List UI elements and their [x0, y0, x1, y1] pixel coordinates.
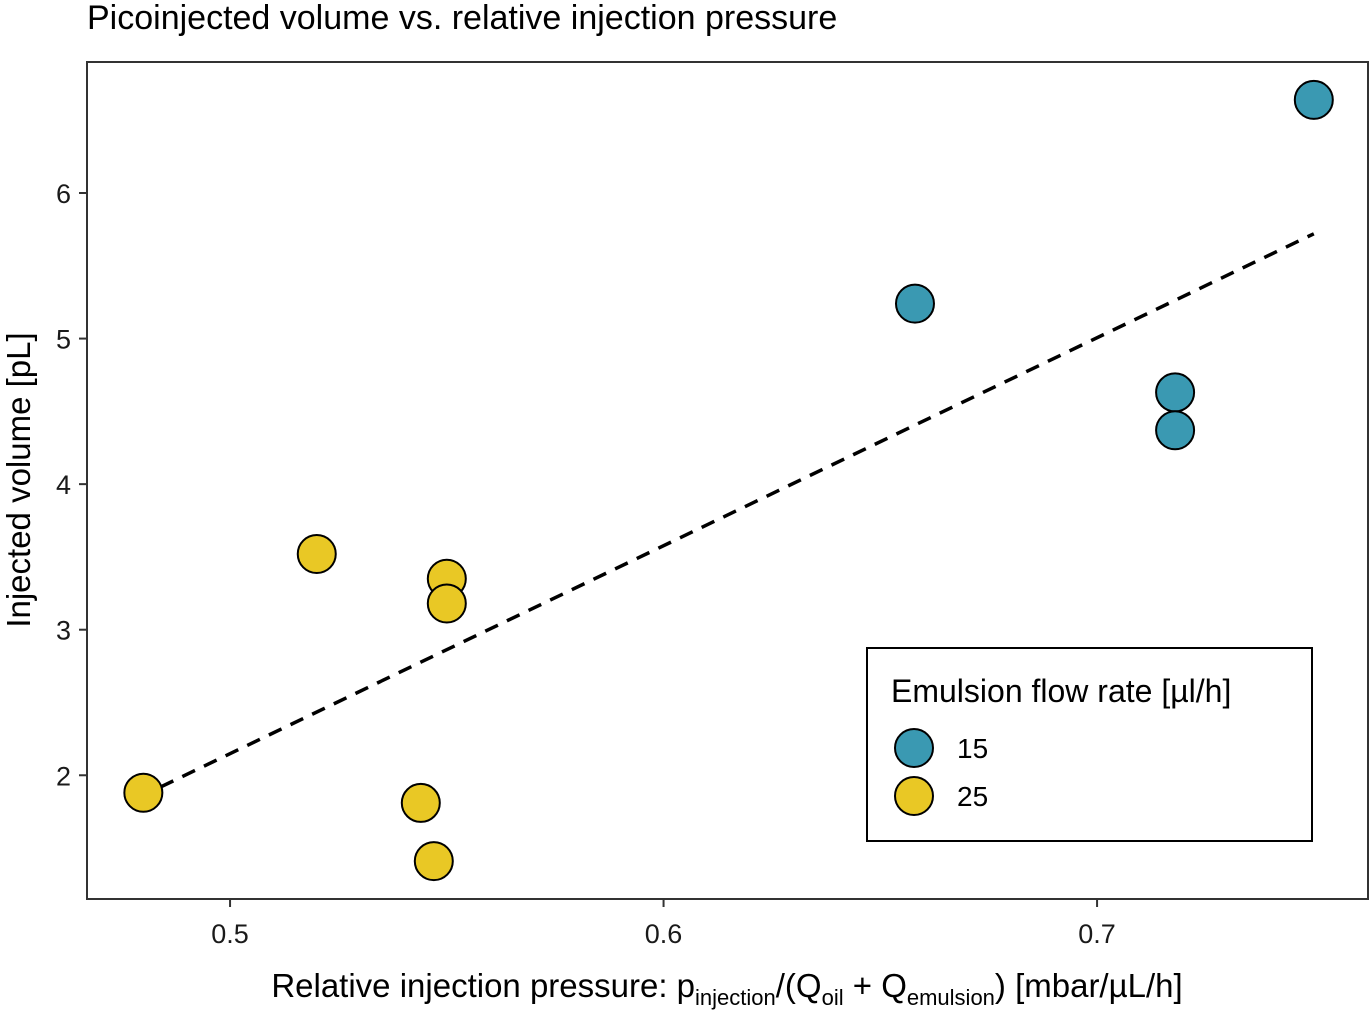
y-tick-label: 5 [56, 325, 71, 355]
y-tick-label: 6 [56, 179, 71, 209]
x-axis-title-sub-oil: oil [822, 985, 844, 1010]
data-point-series-25 [413, 841, 454, 882]
legend-key-15 [894, 728, 934, 768]
axis-layer: 0.5 0.6 0.7 2 3 4 5 6 [56, 179, 1116, 949]
data-point-series-15 [1155, 410, 1196, 451]
x-axis-title-prefix: Relative injection pressure: p [271, 967, 695, 1004]
x-tick-label: 0.7 [1078, 919, 1116, 949]
legend-label-25: 25 [957, 781, 988, 812]
points-layer [123, 79, 1334, 882]
x-axis-title-sub-emulsion: emulsion [907, 985, 995, 1010]
data-point-series-25 [123, 772, 164, 813]
legend-box [866, 647, 1313, 842]
x-axis-title-mid2: + Q [844, 967, 907, 1004]
chart-title: Picoinjected volume vs. relative injecti… [87, 0, 838, 37]
y-axis-title: Injected volume [pL] [0, 332, 37, 627]
trendline-layer [159, 232, 1315, 789]
legend-key-25 [894, 776, 934, 816]
x-axis-title-mid1: /(Q [776, 967, 822, 1004]
legend-title: Emulsion flow rate [µl/h] [891, 673, 1231, 709]
legend-label-15: 15 [957, 733, 988, 764]
data-point-series-15 [1155, 372, 1196, 413]
x-tick-label: 0.5 [211, 919, 249, 949]
x-axis-title-suffix: ) [mbar/µL/h] [995, 967, 1183, 1004]
trendline [159, 232, 1315, 789]
y-tick-label: 2 [56, 761, 71, 791]
y-tick-label: 4 [56, 470, 71, 500]
data-point-series-25 [426, 583, 467, 624]
data-point-series-15 [894, 283, 935, 324]
x-axis-title: Relative injection pressure: pinjection/… [271, 967, 1182, 1010]
data-point-series-15 [1293, 79, 1334, 120]
x-tick-label: 0.6 [645, 919, 683, 949]
plot-panel-border [86, 61, 1369, 900]
data-point-series-25 [400, 782, 441, 823]
data-point-series-25 [296, 534, 337, 575]
y-tick-label: 3 [56, 616, 71, 646]
x-axis-title-sub-injection: injection [695, 985, 776, 1010]
